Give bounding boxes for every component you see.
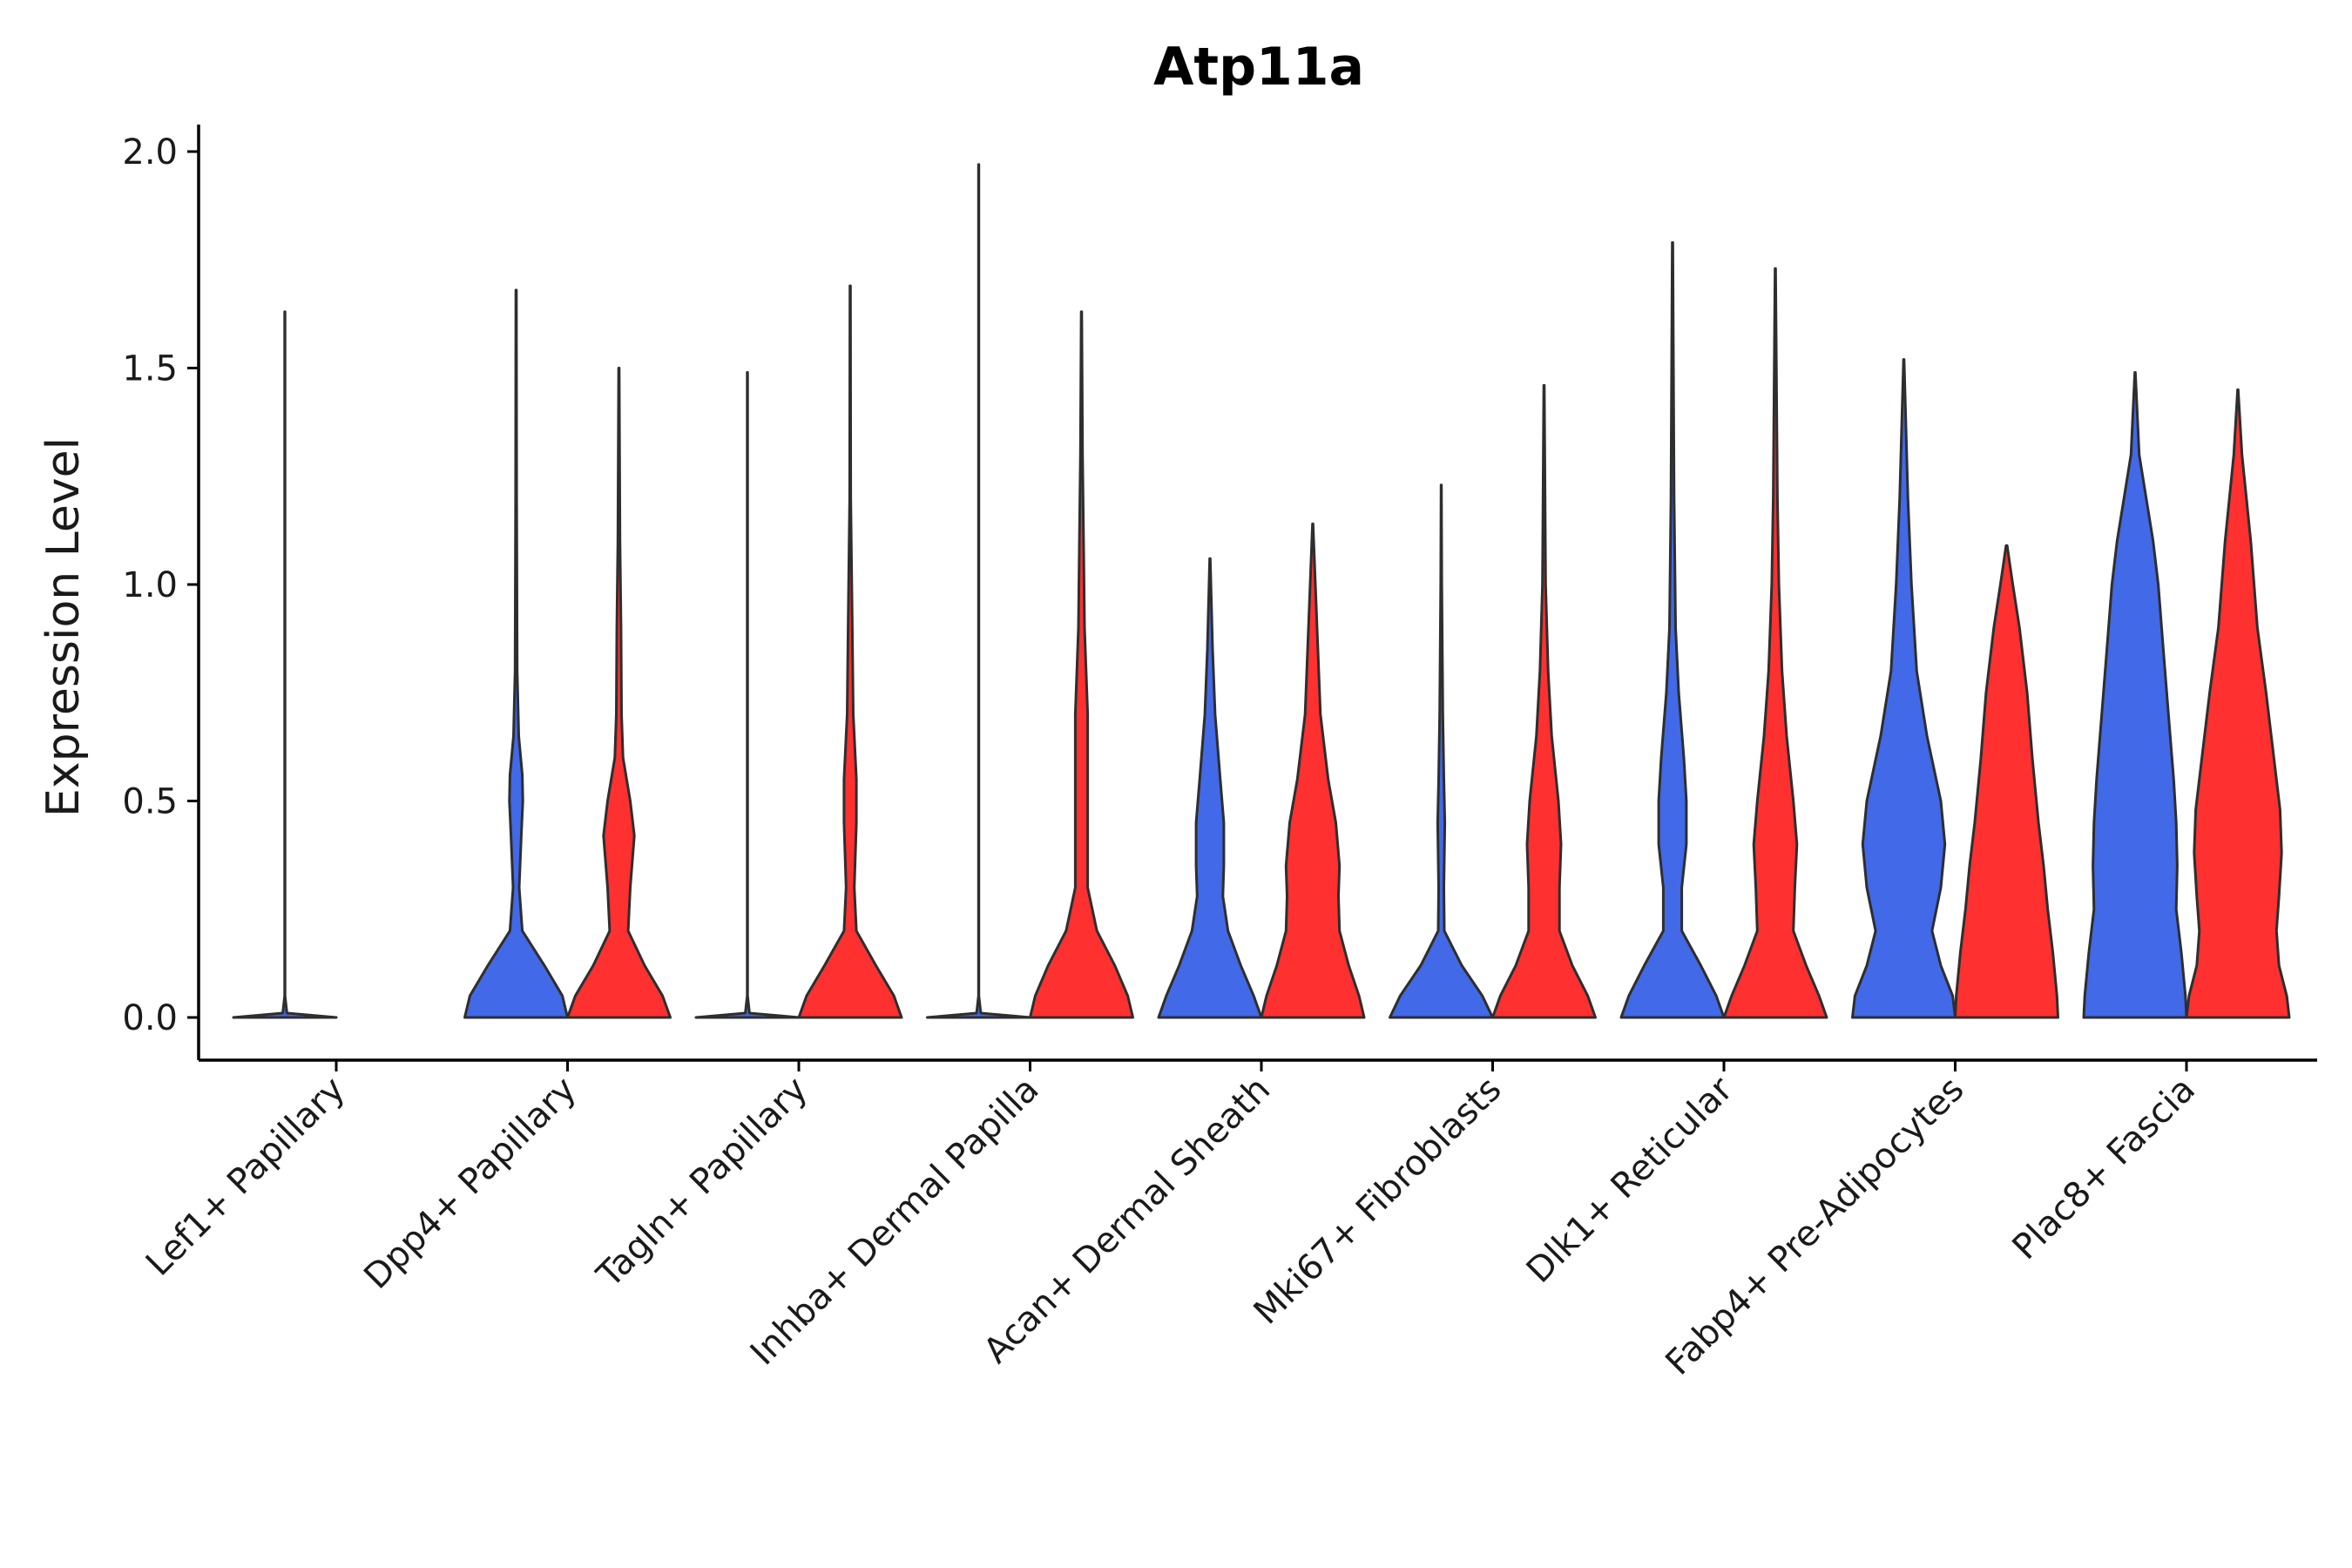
y-axis-label: Expression Level	[37, 437, 90, 817]
violin-3-group-1	[926, 163, 1031, 1019]
x-tick-label: Dpp4+ Papillary	[356, 1070, 584, 1297]
x-tick-label: Dlk1+ Reticular	[1519, 1069, 1741, 1291]
x-tick-label: Mki67+ Fibroblasts	[1247, 1070, 1510, 1333]
violin-3-group-2	[1029, 310, 1134, 1019]
violin-1-group-1	[463, 288, 569, 1019]
y-tick-label: 2.0	[122, 132, 178, 172]
y-tick-label: 1.5	[122, 349, 178, 389]
violin-4-group-2	[1260, 522, 1366, 1019]
y-tick-label: 1.0	[122, 565, 178, 605]
violin-7-group-1	[1851, 358, 1957, 1019]
chart-title: Atp11a	[1153, 37, 1364, 98]
violin-7-group-2	[1954, 544, 2059, 1019]
violin-2-group-1	[694, 371, 801, 1019]
violin-4-group-1	[1157, 557, 1263, 1019]
violin-5-group-1	[1389, 483, 1494, 1019]
violin-5-group-2	[1491, 383, 1597, 1019]
violin-0-group-1	[232, 310, 338, 1019]
violins-layer	[232, 163, 2291, 1019]
violin-8-group-2	[2185, 388, 2291, 1019]
y-tick-label: 0.0	[122, 998, 178, 1038]
violin-1-group-2	[566, 367, 672, 1019]
x-tick-label: Tagln+ Papillary	[589, 1070, 815, 1296]
x-tick-label: Plac8+ Fascia	[2005, 1070, 2204, 1268]
violin-2-group-2	[797, 284, 903, 1019]
y-tick-label: 0.5	[122, 782, 178, 822]
violin-8-group-1	[2082, 371, 2188, 1019]
violin-6-group-2	[1722, 267, 1828, 1019]
violin-6-group-1	[1619, 240, 1726, 1019]
x-tick-label: Lef1+ Papillary	[139, 1070, 353, 1284]
